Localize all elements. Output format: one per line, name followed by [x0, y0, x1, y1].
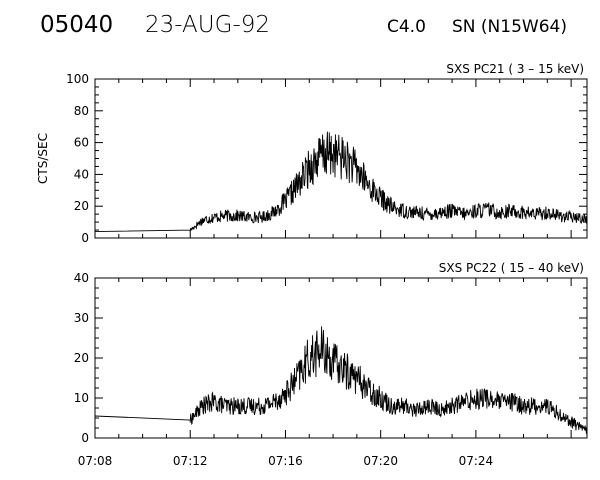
x-tick-label: 07:24 [459, 454, 494, 468]
y-tick-label: 0 [81, 231, 89, 245]
flare-class: C4.0 [387, 17, 426, 37]
panel-2: 0 10 20 30 40 SXS PC22 ( 15 – 40 keV) [74, 261, 588, 445]
x-tick-label: 07:16 [268, 454, 303, 468]
y-tick-label: 20 [74, 199, 89, 213]
series-line [94, 326, 587, 434]
x-tick-label: 07:08 [78, 454, 113, 468]
panel-title: SXS PC21 ( 3 – 15 keV) [446, 62, 584, 76]
y-tick-label: 10 [74, 391, 89, 405]
x-tick-label: 07:20 [363, 454, 398, 468]
flare-location: SN (N15W64) [452, 17, 567, 37]
x-tick-label: 07:12 [173, 454, 208, 468]
panel-1: 0 20 40 60 80 100 SXS PC21 ( 3 – 15 keV) CTS/SE… [36, 62, 588, 245]
series-line [94, 131, 587, 233]
y-tick-label: 30 [74, 311, 89, 325]
y-tick-label: 0 [81, 431, 89, 445]
y-tick-label: 60 [74, 136, 89, 150]
y-axis-label: CTS/SEC [36, 133, 50, 184]
y-tick-label: 20 [74, 351, 89, 365]
y-tick-label: 40 [74, 167, 89, 181]
y-tick-label: 100 [66, 72, 89, 86]
panel-title: SXS PC22 ( 15 – 40 keV) [439, 261, 584, 275]
event-date: 23-AUG-92 [145, 12, 271, 38]
y-tick-label: 40 [74, 271, 89, 285]
event-id: 05040 [40, 12, 114, 38]
y-tick-label: 80 [74, 104, 89, 118]
